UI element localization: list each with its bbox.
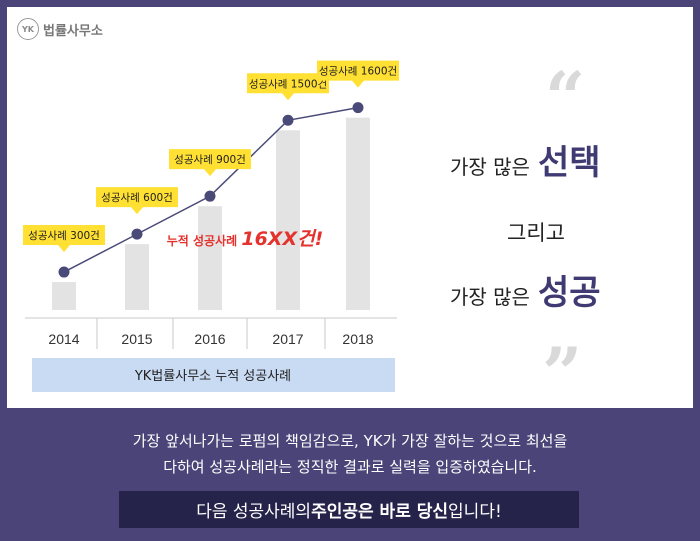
cta-emphasis: 주인공은 바로 당신: [311, 502, 449, 522]
description-line-1: 가장 앞서나가는 로펌의 책임감으로, YK가 가장 잘하는 것으로 최선을: [132, 432, 568, 450]
x-tick-label-2018: 2018: [342, 331, 373, 347]
callout-label-2015: 성공사례 600건: [101, 192, 173, 204]
callout-bubble-2016: [169, 149, 251, 177]
x-tick-label-2015: 2015: [121, 331, 152, 347]
callout-bubble-2015: [96, 187, 178, 215]
headline-line-2: 그리고: [507, 221, 565, 245]
annotation-highlight: 16XX건!: [241, 228, 323, 250]
bar-2016: [198, 206, 222, 310]
cta-banner: 다음 성공사례의 주인공은 바로 당신 입니다!: [119, 491, 579, 528]
bar-2014: [52, 282, 76, 310]
callout-bubble-2014: [23, 225, 105, 253]
callout-label-2014: 성공사례 300건: [28, 230, 100, 242]
headline-line-3: 가장 많은 성공: [450, 265, 601, 314]
chart-caption: YK법률사무소 누적 성공사례: [134, 369, 291, 384]
headline-line-3-prefix: 가장 많은: [450, 285, 530, 309]
cta-prefix: 다음 성공사례의: [196, 502, 312, 522]
cumulative-annotation: 누적 성공사례 16XX건!: [167, 228, 324, 250]
open-quote-icon: “: [545, 56, 586, 139]
logo-mark-icon: YK: [17, 18, 39, 40]
annotation-prefix: 누적 성공사례: [167, 233, 242, 248]
bar-2015: [125, 244, 149, 310]
content-card: YK 법률사무소 2014 2015 2016 2017 2018 YK법률사무소 누적 …: [7, 7, 693, 415]
headline-line-3-emphasis: 성공: [537, 273, 601, 313]
logo: YK 법률사무소: [17, 18, 103, 40]
data-point-2016: [204, 190, 216, 202]
cta-suffix: 입니다!: [448, 502, 502, 522]
bar-2017: [276, 130, 300, 310]
callout-label-2016: 성공사례 900건: [174, 154, 246, 166]
close-quote-icon: ”: [542, 332, 583, 415]
x-tick-label-2016: 2016: [194, 331, 225, 347]
x-tick-label-2014: 2014: [48, 331, 79, 347]
headline-line-1-emphasis: 선택: [537, 143, 601, 183]
data-point-2017: [282, 114, 294, 126]
data-point-2018: [352, 102, 364, 114]
logo-text: 법률사무소: [43, 23, 103, 39]
callout-bubble-2017: [247, 73, 329, 101]
description: 가장 앞서나가는 로펌의 책임감으로, YK가 가장 잘하는 것으로 최선을 다…: [0, 428, 700, 480]
description-line-2: 다하여 성공사례라는 정직한 결과로 실력을 입증하였습니다.: [163, 458, 537, 476]
headline-line-1: 가장 많은 선택: [450, 135, 601, 184]
success-chart: 2014 2015 2016 2017 2018 YK법률사무소 누적 성공사례 성공사례 …: [23, 60, 399, 392]
callout-label-2017: 성공사례 1500건: [249, 78, 327, 90]
callout-bubble-2018: [317, 60, 399, 88]
callout-label-2018: 성공사례 1600건: [319, 66, 397, 78]
bar-2018: [346, 117, 370, 310]
headline-line-1-prefix: 가장 많은: [450, 155, 530, 179]
x-tick-label-2017: 2017: [272, 331, 303, 347]
data-point-2015: [131, 228, 143, 240]
data-point-2014: [58, 266, 70, 278]
chart-caption-bg: [32, 358, 395, 392]
